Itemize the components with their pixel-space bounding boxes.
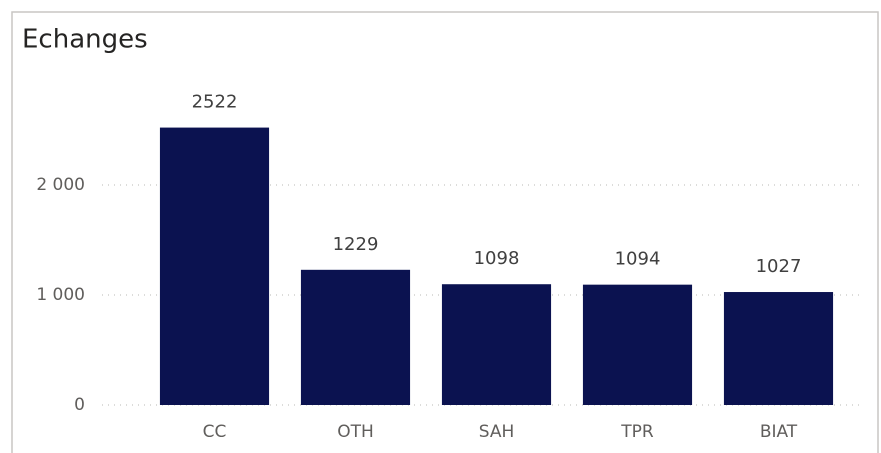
bar [300, 269, 411, 405]
data-label: 1098 [474, 248, 520, 269]
bar [723, 292, 834, 405]
x-tick-label: SAH [479, 422, 515, 442]
x-tick-label: TPR [620, 422, 654, 442]
data-label: 1094 [615, 249, 661, 270]
data-label: 2522 [192, 92, 238, 113]
bar [441, 284, 552, 405]
x-tick-label: OTH [337, 422, 374, 442]
y-tick-label: 2 000 [36, 175, 85, 195]
data-label: 1229 [333, 234, 379, 255]
bar [582, 284, 693, 405]
chart-title: Echanges [22, 25, 148, 55]
x-tick-label: CC [203, 422, 227, 442]
x-tick-label: BIAT [760, 422, 798, 442]
y-tick-label: 1 000 [36, 285, 85, 305]
y-tick-label: 0 [74, 395, 85, 415]
visual-border [11, 11, 879, 453]
bar [159, 127, 270, 405]
data-label: 1027 [756, 256, 802, 277]
